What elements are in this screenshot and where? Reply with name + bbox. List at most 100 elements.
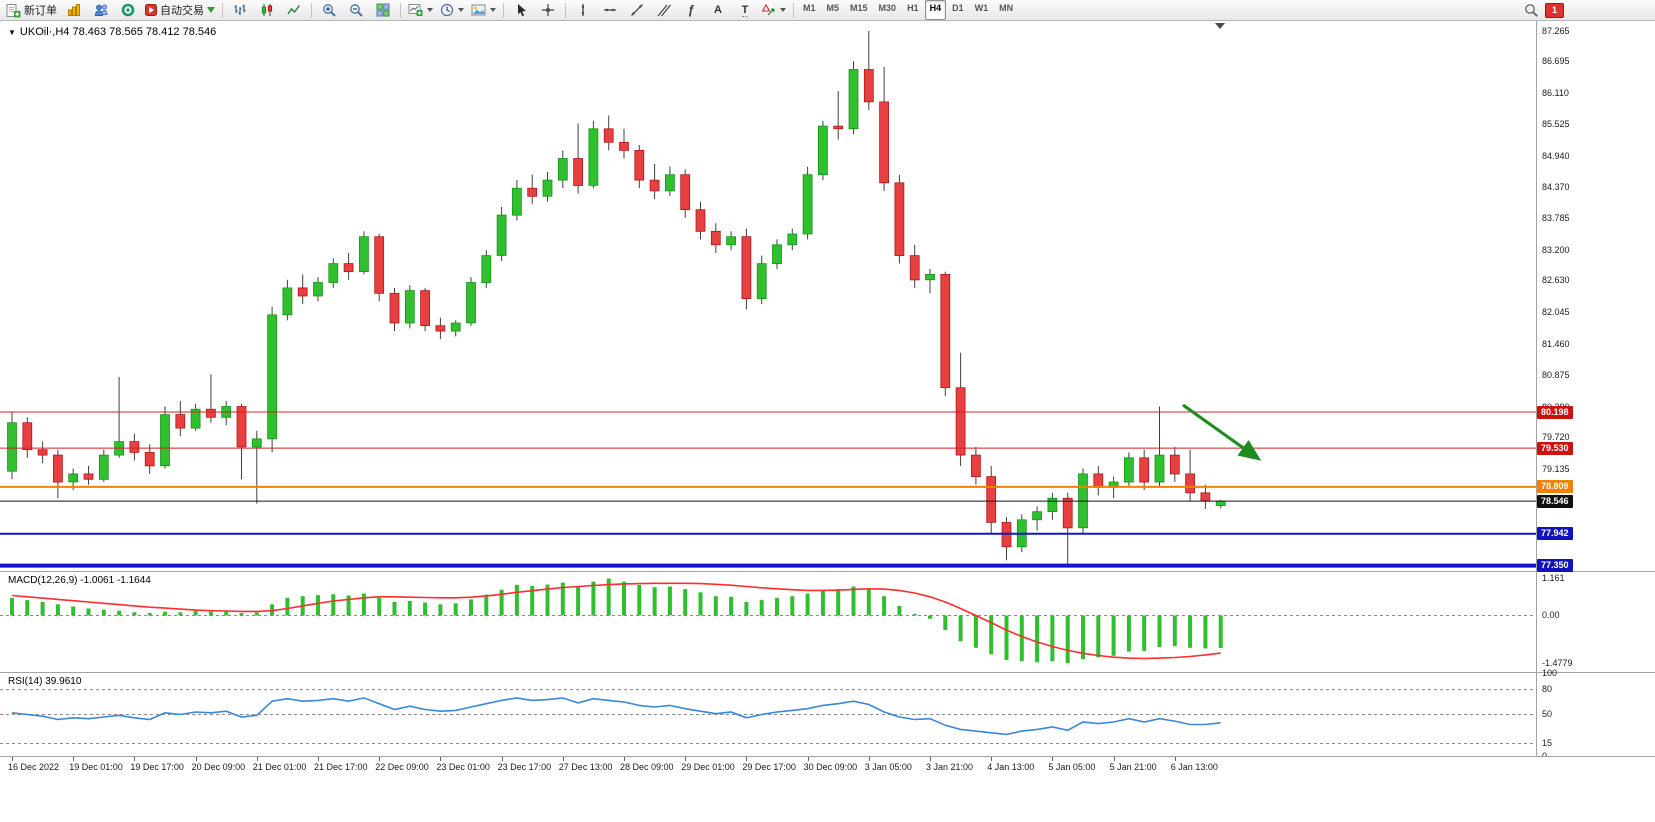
cursor-tool-button[interactable] (508, 1, 534, 19)
templates-button[interactable] (468, 1, 499, 19)
channel-tool-button[interactable] (651, 1, 677, 19)
notification-badge[interactable]: 1 (1545, 2, 1564, 18)
time-tick (807, 757, 809, 761)
text-tool-button[interactable]: A (705, 1, 731, 19)
search-icon[interactable] (1524, 3, 1539, 18)
macd-histogram-bar (193, 611, 198, 616)
one-click-trading-toggle[interactable]: ▼ (8, 27, 16, 37)
toolbar-separator (311, 2, 312, 18)
candle (955, 352, 966, 466)
horizontal-line-tool-button[interactable] (597, 1, 623, 19)
profiles-button[interactable] (88, 1, 114, 19)
candle (175, 401, 186, 437)
candle (251, 430, 262, 504)
price-axis-label: 81.460 (1542, 338, 1570, 349)
time-label: 29 Dec 17:00 (742, 762, 796, 772)
timeframe-h4-button[interactable]: H4 (924, 0, 947, 20)
macd-histogram-bar (698, 592, 703, 616)
timeframe-h1-button[interactable]: H1 (907, 3, 919, 13)
panel-separator[interactable] (0, 571, 1655, 572)
market-charts-button[interactable] (61, 1, 87, 19)
rsi-axis[interactable]: 100 80 50 15 0 (1537, 668, 1655, 761)
trendline-tool-button[interactable] (624, 1, 650, 19)
macd-axis[interactable]: 1.161 0.00 -1.4779 (1537, 572, 1655, 672)
macd-histogram-bar (254, 612, 259, 616)
macd-axis-label: 1.161 (1542, 572, 1565, 583)
candle (466, 277, 476, 326)
toolbar-separator (565, 2, 566, 18)
time-label: 27 Dec 13:00 (558, 762, 613, 772)
timeframe-m1-button[interactable]: M1 (803, 3, 816, 13)
bar-chart-mode-button[interactable] (227, 1, 253, 19)
shapes-tool-button[interactable] (759, 1, 789, 19)
price-badge: 80.198 (1537, 405, 1573, 419)
toolbar-separator (400, 2, 401, 18)
zoom-out-button[interactable] (343, 1, 369, 19)
price-axis[interactable]: 87.265 86.695 86.110 85.525 84.940 84.370 83.7… (1537, 21, 1655, 573)
time-tick (562, 757, 564, 761)
line-chart-mode-button[interactable] (281, 1, 307, 19)
autotrading-button[interactable]: 自动交易 (142, 1, 218, 19)
symbol-ohlc-text: UKOil·,H4 78.463 78.565 78.412 78.546 (19, 26, 217, 38)
time-tick (930, 757, 931, 761)
candle (53, 449, 63, 499)
crosshair-tool-button[interactable] (535, 1, 561, 19)
label-tool-button[interactable]: T (732, 1, 758, 19)
macd-histogram-bar (86, 608, 91, 616)
timeframe-m30-button[interactable]: M30 (878, 3, 897, 13)
candle (909, 244, 920, 288)
macd-histogram-bar (1218, 615, 1223, 648)
candle (328, 258, 339, 288)
timeframe-w1-button[interactable]: W1 (974, 3, 989, 13)
autotrading-play-icon (145, 4, 157, 16)
macd-histogram-bar (346, 595, 351, 616)
candle (588, 120, 599, 189)
macd-histogram-bar (1203, 615, 1208, 649)
time-tick (868, 757, 870, 761)
timeframe-mn-button[interactable]: MN (999, 3, 1014, 13)
periods-button[interactable] (437, 1, 467, 19)
candle (756, 255, 767, 305)
candle (527, 174, 538, 205)
candle (206, 374, 216, 423)
candle (267, 306, 277, 453)
time-tick (440, 757, 442, 761)
chevron-down-icon (458, 8, 464, 12)
vertical-line-tool-button[interactable] (570, 1, 596, 19)
timeframe-d1-button[interactable]: D1 (952, 3, 964, 13)
macd-histogram-bar (239, 613, 244, 616)
profiles-icon (94, 4, 108, 16)
timeframe-m5-button[interactable]: M5 (826, 3, 840, 13)
tile-windows-button[interactable] (370, 1, 396, 19)
macd-histogram-bar (1050, 615, 1055, 662)
candle (313, 277, 323, 302)
macd-histogram-bar (1126, 615, 1131, 652)
rsi-indicator-label: RSI(14) 39.9610 (8, 676, 82, 687)
chart-shift-marker[interactable] (1215, 23, 1225, 29)
market-watch-button[interactable] (115, 1, 141, 19)
fibonacci-tool-button[interactable]: ƒ (678, 1, 704, 19)
candle (7, 411, 17, 480)
candlestick-mode-button[interactable] (254, 1, 280, 19)
candle (940, 271, 951, 396)
macd-histogram-bar (851, 586, 856, 616)
price-badge: 78.546 (1537, 494, 1573, 508)
candle (404, 285, 415, 329)
time-label: 4 Jan 13:00 (987, 762, 1035, 772)
new-chart-button[interactable] (405, 1, 436, 19)
time-label: 20 Dec 09:00 (191, 762, 246, 772)
candle (619, 128, 629, 159)
macd-histogram-bar (836, 589, 841, 616)
panel-separator[interactable] (0, 672, 1655, 673)
macd-histogram-bar (1004, 615, 1009, 660)
timeframe-m15-button[interactable]: M15 (850, 3, 868, 13)
time-axis[interactable]: 16 Dec 2022 19 Dec 01:00 19 Dec 17:00 20 De… (0, 756, 1655, 783)
arrow-annotation[interactable] (1182, 403, 1262, 461)
candle (695, 201, 706, 240)
rsi-axis-label: 15 (1542, 738, 1553, 748)
macd-indicator-label: MACD(12,26,9) -1.0061 -1.1644 (8, 575, 151, 586)
new-order-button[interactable]: 新订单 (3, 1, 60, 19)
candle (98, 449, 109, 482)
zoom-in-button[interactable] (316, 1, 342, 19)
macd-histogram-bar (392, 602, 397, 616)
